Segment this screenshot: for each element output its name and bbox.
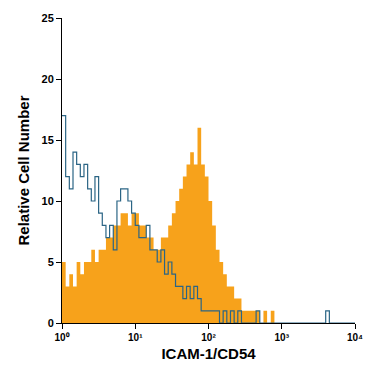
- svg-text:0: 0: [48, 317, 54, 329]
- svg-text:10⁴: 10⁴: [347, 332, 363, 343]
- svg-text:10: 10: [42, 195, 54, 207]
- svg-text:15: 15: [42, 134, 54, 146]
- svg-text:10⁰: 10⁰: [54, 332, 69, 343]
- svg-text:10³: 10³: [275, 332, 290, 343]
- svg-text:20: 20: [42, 73, 54, 85]
- svg-text:Relative Cell Number: Relative Cell Number: [15, 95, 32, 245]
- svg-text:25: 25: [42, 12, 54, 24]
- svg-text:10¹: 10¹: [128, 332, 143, 343]
- svg-text:10²: 10²: [201, 332, 216, 343]
- svg-text:5: 5: [48, 256, 54, 268]
- svg-text:ICAM-1/CD54: ICAM-1/CD54: [161, 345, 256, 362]
